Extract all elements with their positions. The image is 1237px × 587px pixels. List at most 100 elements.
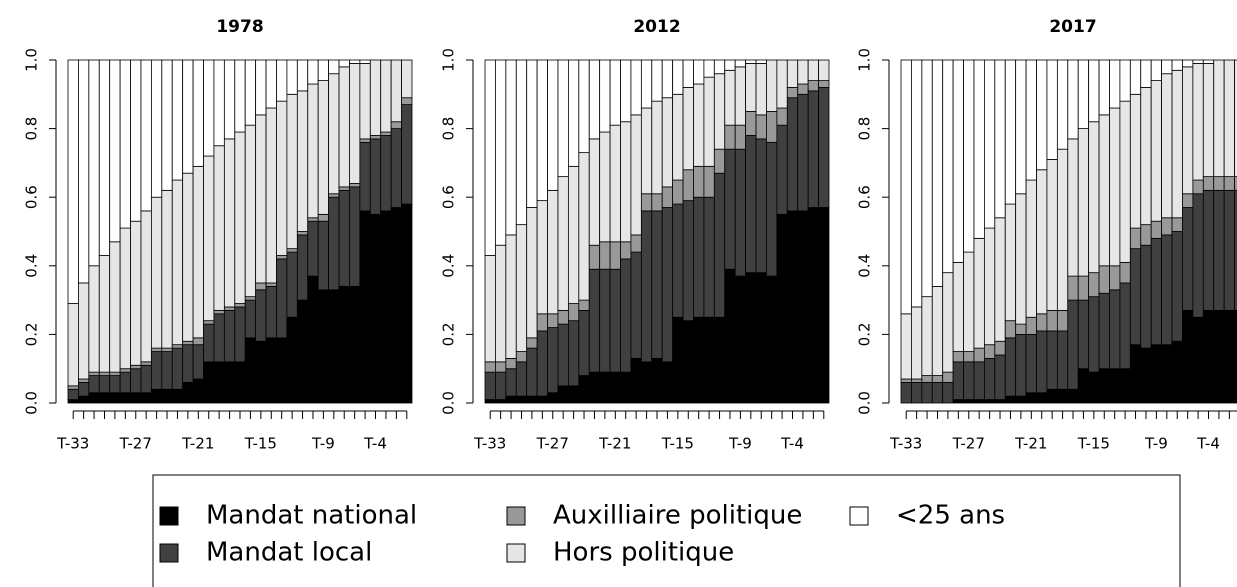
bar-segment <box>651 193 663 212</box>
bar-segment <box>620 371 632 404</box>
bar-segment <box>734 124 747 150</box>
x-tick-label: T-27 <box>119 435 152 453</box>
bar-segment <box>786 210 799 404</box>
bar-segment <box>401 97 413 105</box>
x-tick-label: T-33 <box>473 435 506 453</box>
bar-segment <box>171 347 184 390</box>
bar-segment <box>578 59 590 154</box>
bar-segment <box>234 59 246 133</box>
x-tick-label: T-15 <box>661 435 694 453</box>
bar-segment <box>505 358 517 370</box>
bar-segment <box>557 385 569 404</box>
bar-segment <box>724 148 736 270</box>
bar-segment <box>78 382 90 397</box>
bar-segment <box>369 213 382 404</box>
bar-segment <box>359 210 371 404</box>
bar-segment <box>651 358 663 404</box>
bar-segment <box>286 251 298 318</box>
x-tick-label: T-4 <box>1196 435 1220 453</box>
bar-segment <box>130 364 142 370</box>
bar-segment <box>1171 59 1183 71</box>
bar-segment <box>713 59 726 75</box>
bar-segment <box>182 172 194 342</box>
bar-segment <box>286 316 298 404</box>
y-tick-label: 1.0 <box>23 48 41 72</box>
bar-segment <box>693 59 705 85</box>
bar-segment <box>766 141 778 277</box>
bar-segment <box>755 138 767 274</box>
bar-segment <box>67 385 79 390</box>
bar-segment <box>484 59 496 256</box>
bar-segment <box>921 375 933 383</box>
y-tick-label: 0.2 <box>856 322 874 346</box>
bar-segment <box>359 63 371 140</box>
bar-segment <box>536 59 548 202</box>
bar-segment <box>1129 59 1142 95</box>
bar-segment <box>651 100 663 195</box>
bar-segment <box>1046 159 1058 311</box>
bar-segment <box>67 303 79 387</box>
bar-segment <box>557 59 569 178</box>
bar-segment <box>921 59 933 298</box>
y-tick-label: 0.6 <box>440 185 458 209</box>
bar-segment <box>1140 87 1152 226</box>
bar-segment <box>296 59 309 92</box>
bar-segment <box>1088 371 1100 404</box>
bar-segment <box>1150 237 1163 346</box>
bar-segment <box>661 59 674 99</box>
bar-segment <box>265 107 277 284</box>
bar-segment <box>1182 207 1194 311</box>
bar-segment <box>526 59 538 208</box>
legend-label: Hors politique <box>553 538 734 568</box>
bar-segment <box>640 59 653 109</box>
bar-segment <box>994 340 1006 356</box>
bar-segment <box>317 59 330 81</box>
bar-segment <box>640 361 653 404</box>
bar-segment <box>213 313 225 363</box>
x-tick-label: T-21 <box>598 435 631 453</box>
bar-segment <box>609 371 621 404</box>
y-tick-label: 0.0 <box>856 391 874 415</box>
bar-segment <box>682 87 694 171</box>
bar-segment <box>1234 309 1237 404</box>
bar-segment <box>745 59 757 64</box>
bar-segment <box>1046 388 1058 404</box>
bar-segment <box>567 303 580 322</box>
bar-segment <box>1182 59 1194 68</box>
bar-segment <box>630 59 642 116</box>
bar-segment <box>1077 299 1090 370</box>
bar-segment <box>213 309 225 315</box>
x-tick-label: T-15 <box>244 435 277 453</box>
bar-segment <box>599 241 611 270</box>
bar-segment <box>1213 189 1225 311</box>
bar-segment <box>1056 309 1069 332</box>
bar-segment <box>1098 114 1110 267</box>
bar-segment <box>1109 265 1121 291</box>
bar-segment <box>349 186 361 287</box>
bar-segment <box>78 395 90 404</box>
bar-segment <box>495 371 507 400</box>
bar-segment <box>192 165 204 339</box>
bar-segment <box>703 76 715 167</box>
bar-segment <box>578 375 590 404</box>
bar-segment <box>703 165 715 198</box>
bar-segment <box>630 114 642 236</box>
bar-segment <box>1192 179 1204 195</box>
bar-segment <box>1036 392 1048 404</box>
bar-segment <box>672 59 684 95</box>
bar-segment <box>1046 59 1058 160</box>
bar-segment <box>286 59 298 95</box>
bar-segment <box>931 285 944 376</box>
bar-segment <box>807 207 819 404</box>
bar-segment <box>1223 59 1235 178</box>
bar-segment <box>630 358 642 404</box>
bar-segment <box>1046 330 1058 390</box>
bar-segment <box>1056 330 1069 390</box>
bar-segment <box>630 251 642 359</box>
bar-segment <box>495 244 507 363</box>
legend-label: <25 ans <box>896 501 1005 531</box>
bar-segment <box>1004 203 1017 322</box>
bar-segment <box>203 323 215 363</box>
bar-segment <box>921 382 933 404</box>
